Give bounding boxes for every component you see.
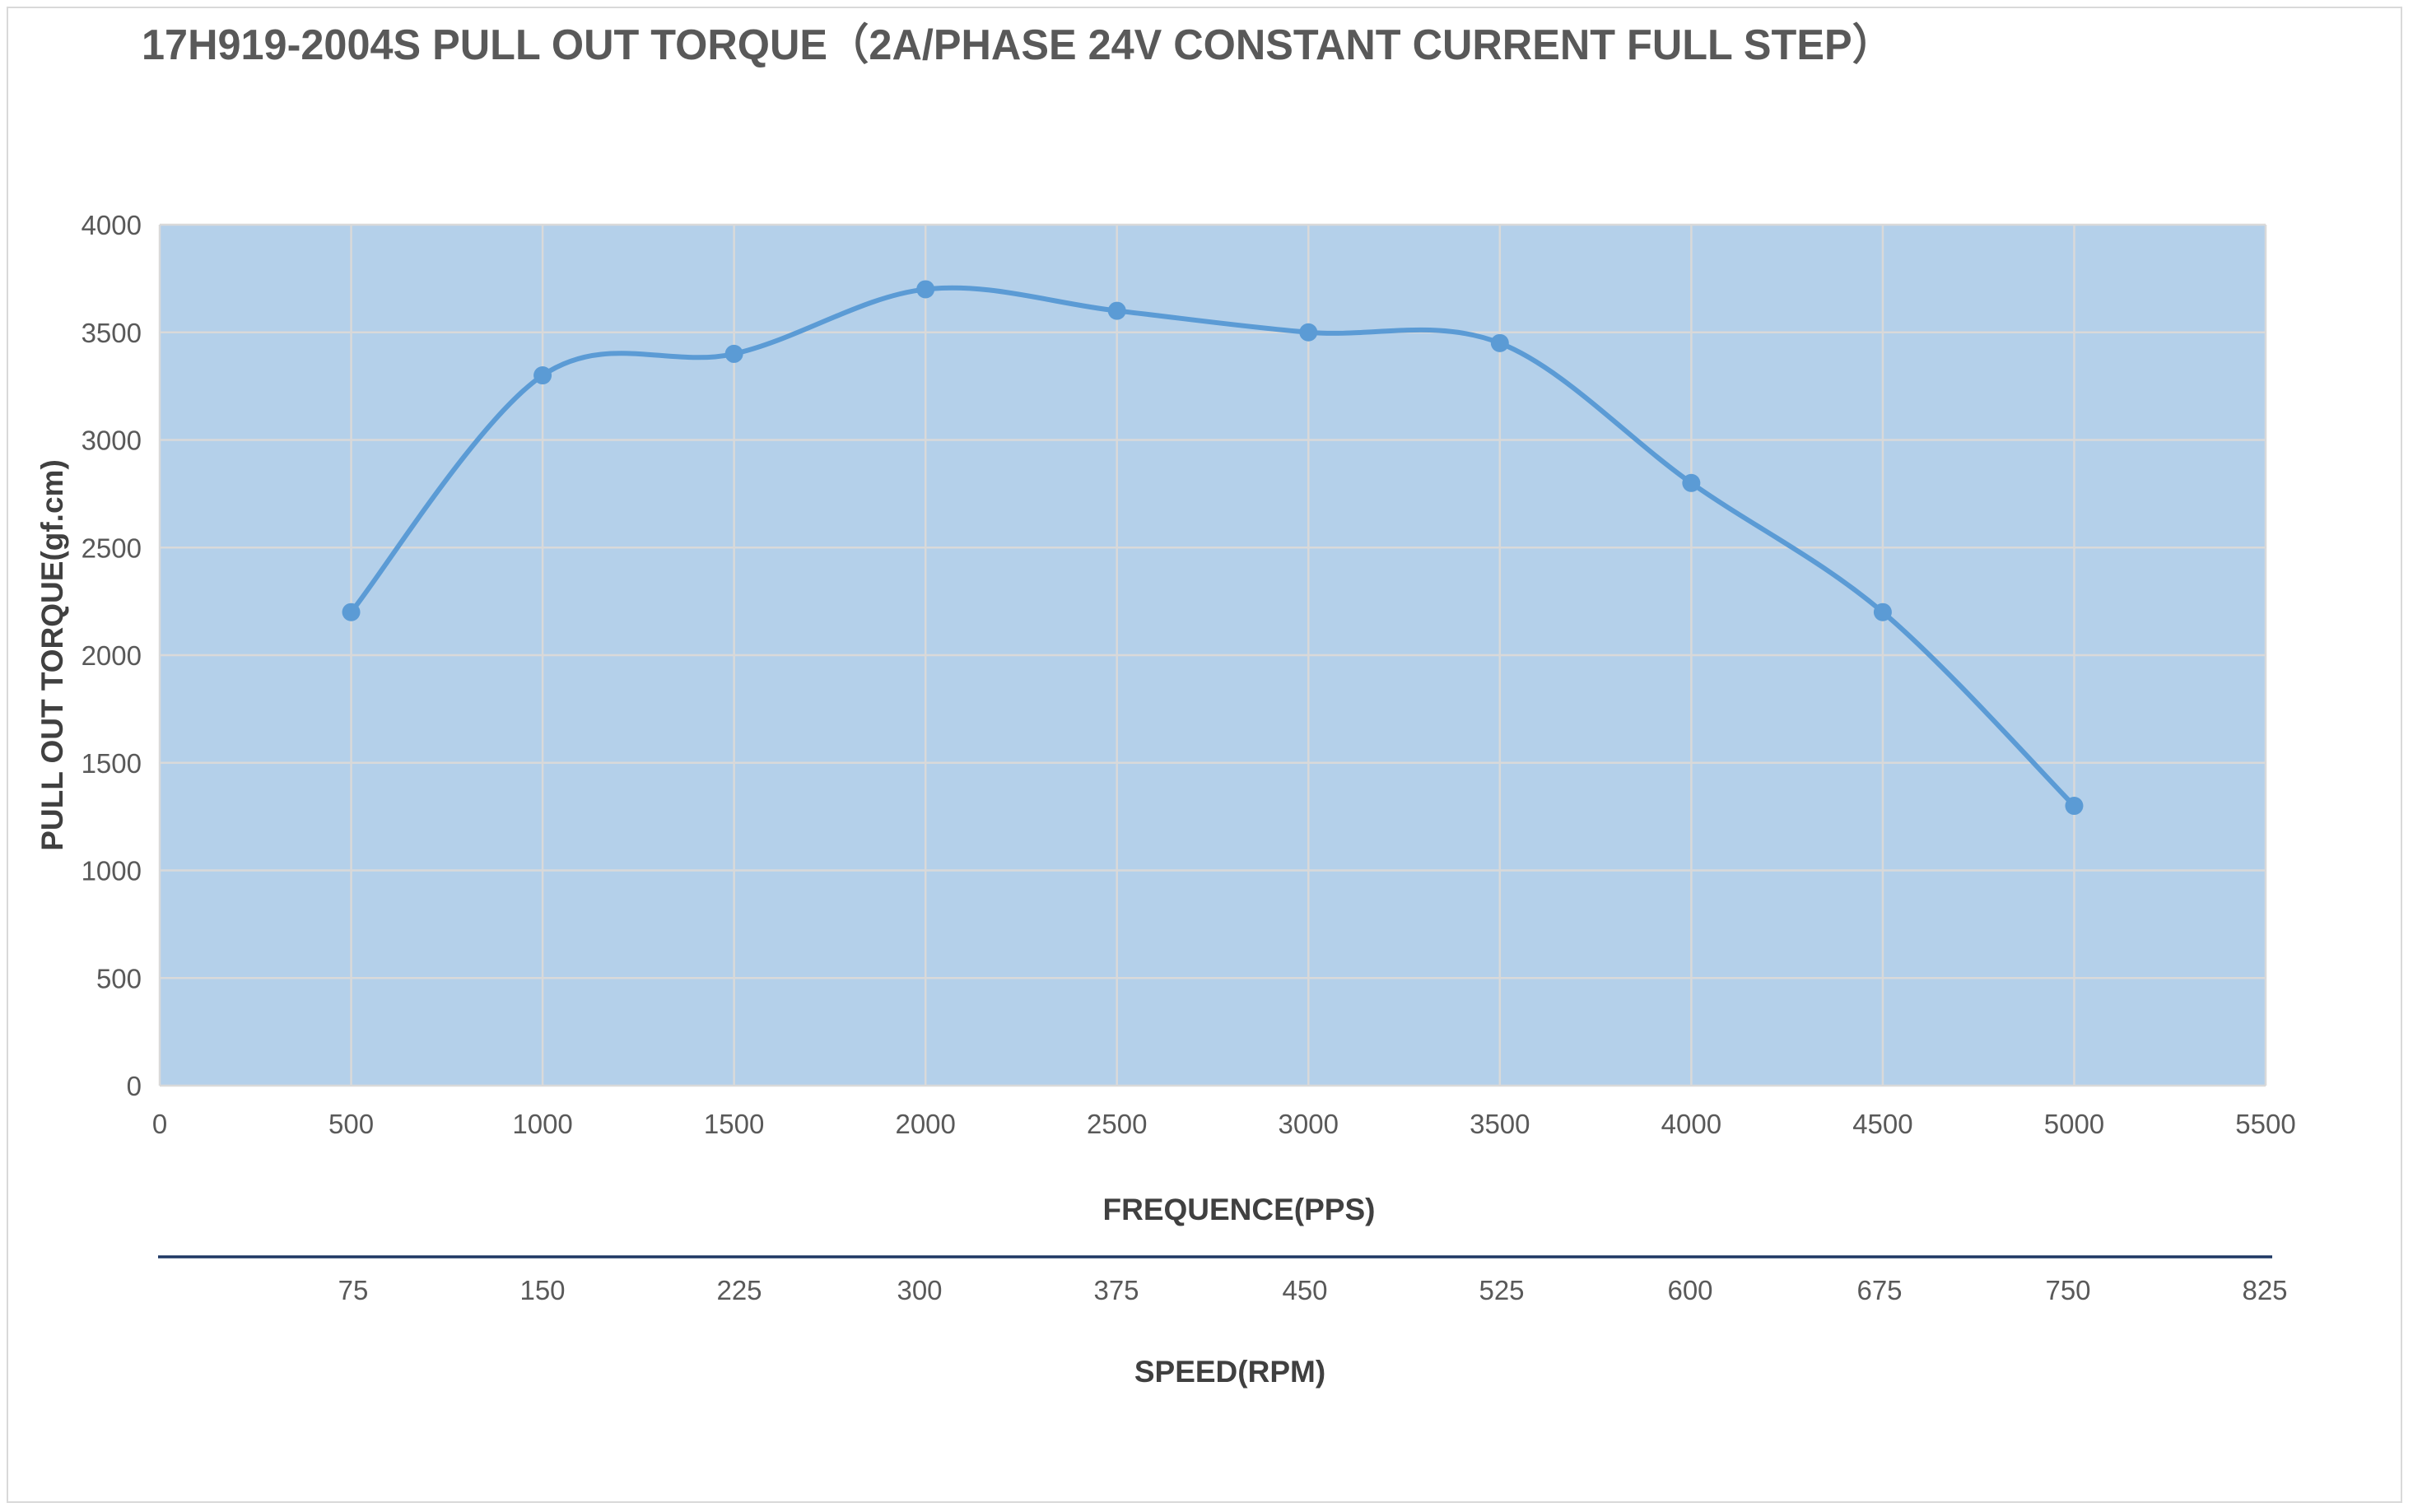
y-tick-label: 1500: [82, 748, 142, 779]
x-tick-label: 5500: [2235, 1109, 2295, 1139]
speed-axis-ticks: 75 150 225 300 375 450 525 600 675 750 825: [338, 1275, 2288, 1305]
speed-tick-label: 300: [897, 1275, 942, 1305]
x-tick-label: 2500: [1087, 1109, 1147, 1139]
data-point: [1490, 333, 1509, 352]
x-tick-label: 3000: [1279, 1109, 1339, 1139]
speed-tick-label: 825: [2242, 1275, 2287, 1305]
x-axis-ticks: 0 500 1000 1500 2000 2500 3000 3500 4000 4500 5000…: [152, 1109, 2296, 1139]
y-axis-title: PULL OUT TORQUE(gf.cm): [35, 459, 69, 851]
y-tick-label: 2000: [82, 640, 142, 671]
speed-tick-label: 525: [1479, 1275, 1524, 1305]
data-point: [1873, 602, 1892, 621]
y-tick-label: 1000: [82, 856, 142, 886]
chart-title: 17H919-2004S PULL OUT TORQUE（2A/PHASE 24…: [142, 21, 1894, 69]
speed-tick-label: 750: [2045, 1275, 2090, 1305]
speed-tick-label: 375: [1093, 1275, 1139, 1305]
data-point: [1682, 473, 1701, 492]
torque-curve: [349, 285, 2076, 808]
data-point: [1107, 301, 1126, 320]
x-tick-label: 1500: [704, 1109, 764, 1139]
y-tick-label: 3000: [82, 426, 142, 456]
x-tick-label: 1000: [512, 1109, 572, 1139]
y-tick-label: 500: [96, 963, 142, 993]
data-point: [1299, 323, 1318, 342]
gridlines: [158, 223, 2267, 1087]
y-tick-label: 3500: [82, 318, 142, 348]
y-tick-label: 2500: [82, 533, 142, 563]
x-tick-label: 4000: [1661, 1109, 1721, 1139]
y-axis-ticks: 0 500 1000 1500 2000 2500 3000 3500 4000: [82, 210, 142, 1101]
y-tick-label: 4000: [82, 210, 142, 240]
x-tick-label: 2000: [895, 1109, 955, 1139]
data-point: [916, 280, 935, 299]
speed-axis-title: SPEED(RPM): [1134, 1355, 1325, 1389]
data-point: [724, 344, 743, 363]
speed-tick-label: 600: [1667, 1275, 1712, 1305]
data-point: [2065, 797, 2084, 816]
speed-tick-label: 675: [1856, 1275, 1902, 1305]
speed-tick-label: 150: [519, 1275, 565, 1305]
speed-tick-label: 225: [716, 1275, 762, 1305]
data-points: [342, 280, 2084, 816]
speed-tick-label: 75: [338, 1275, 369, 1305]
y-tick-label: 0: [127, 1071, 142, 1101]
x-tick-label: 500: [328, 1109, 374, 1139]
x-tick-label: 3500: [1470, 1109, 1530, 1139]
x-tick-label: 5000: [2044, 1109, 2104, 1139]
speed-tick-label: 450: [1282, 1275, 1327, 1305]
x-tick-label: 4500: [1852, 1109, 1912, 1139]
data-point: [533, 366, 552, 385]
x-axis-title: FREQUENCE(PPS): [1103, 1193, 1376, 1226]
x-tick-label: 0: [152, 1109, 167, 1139]
data-point: [342, 602, 361, 621]
